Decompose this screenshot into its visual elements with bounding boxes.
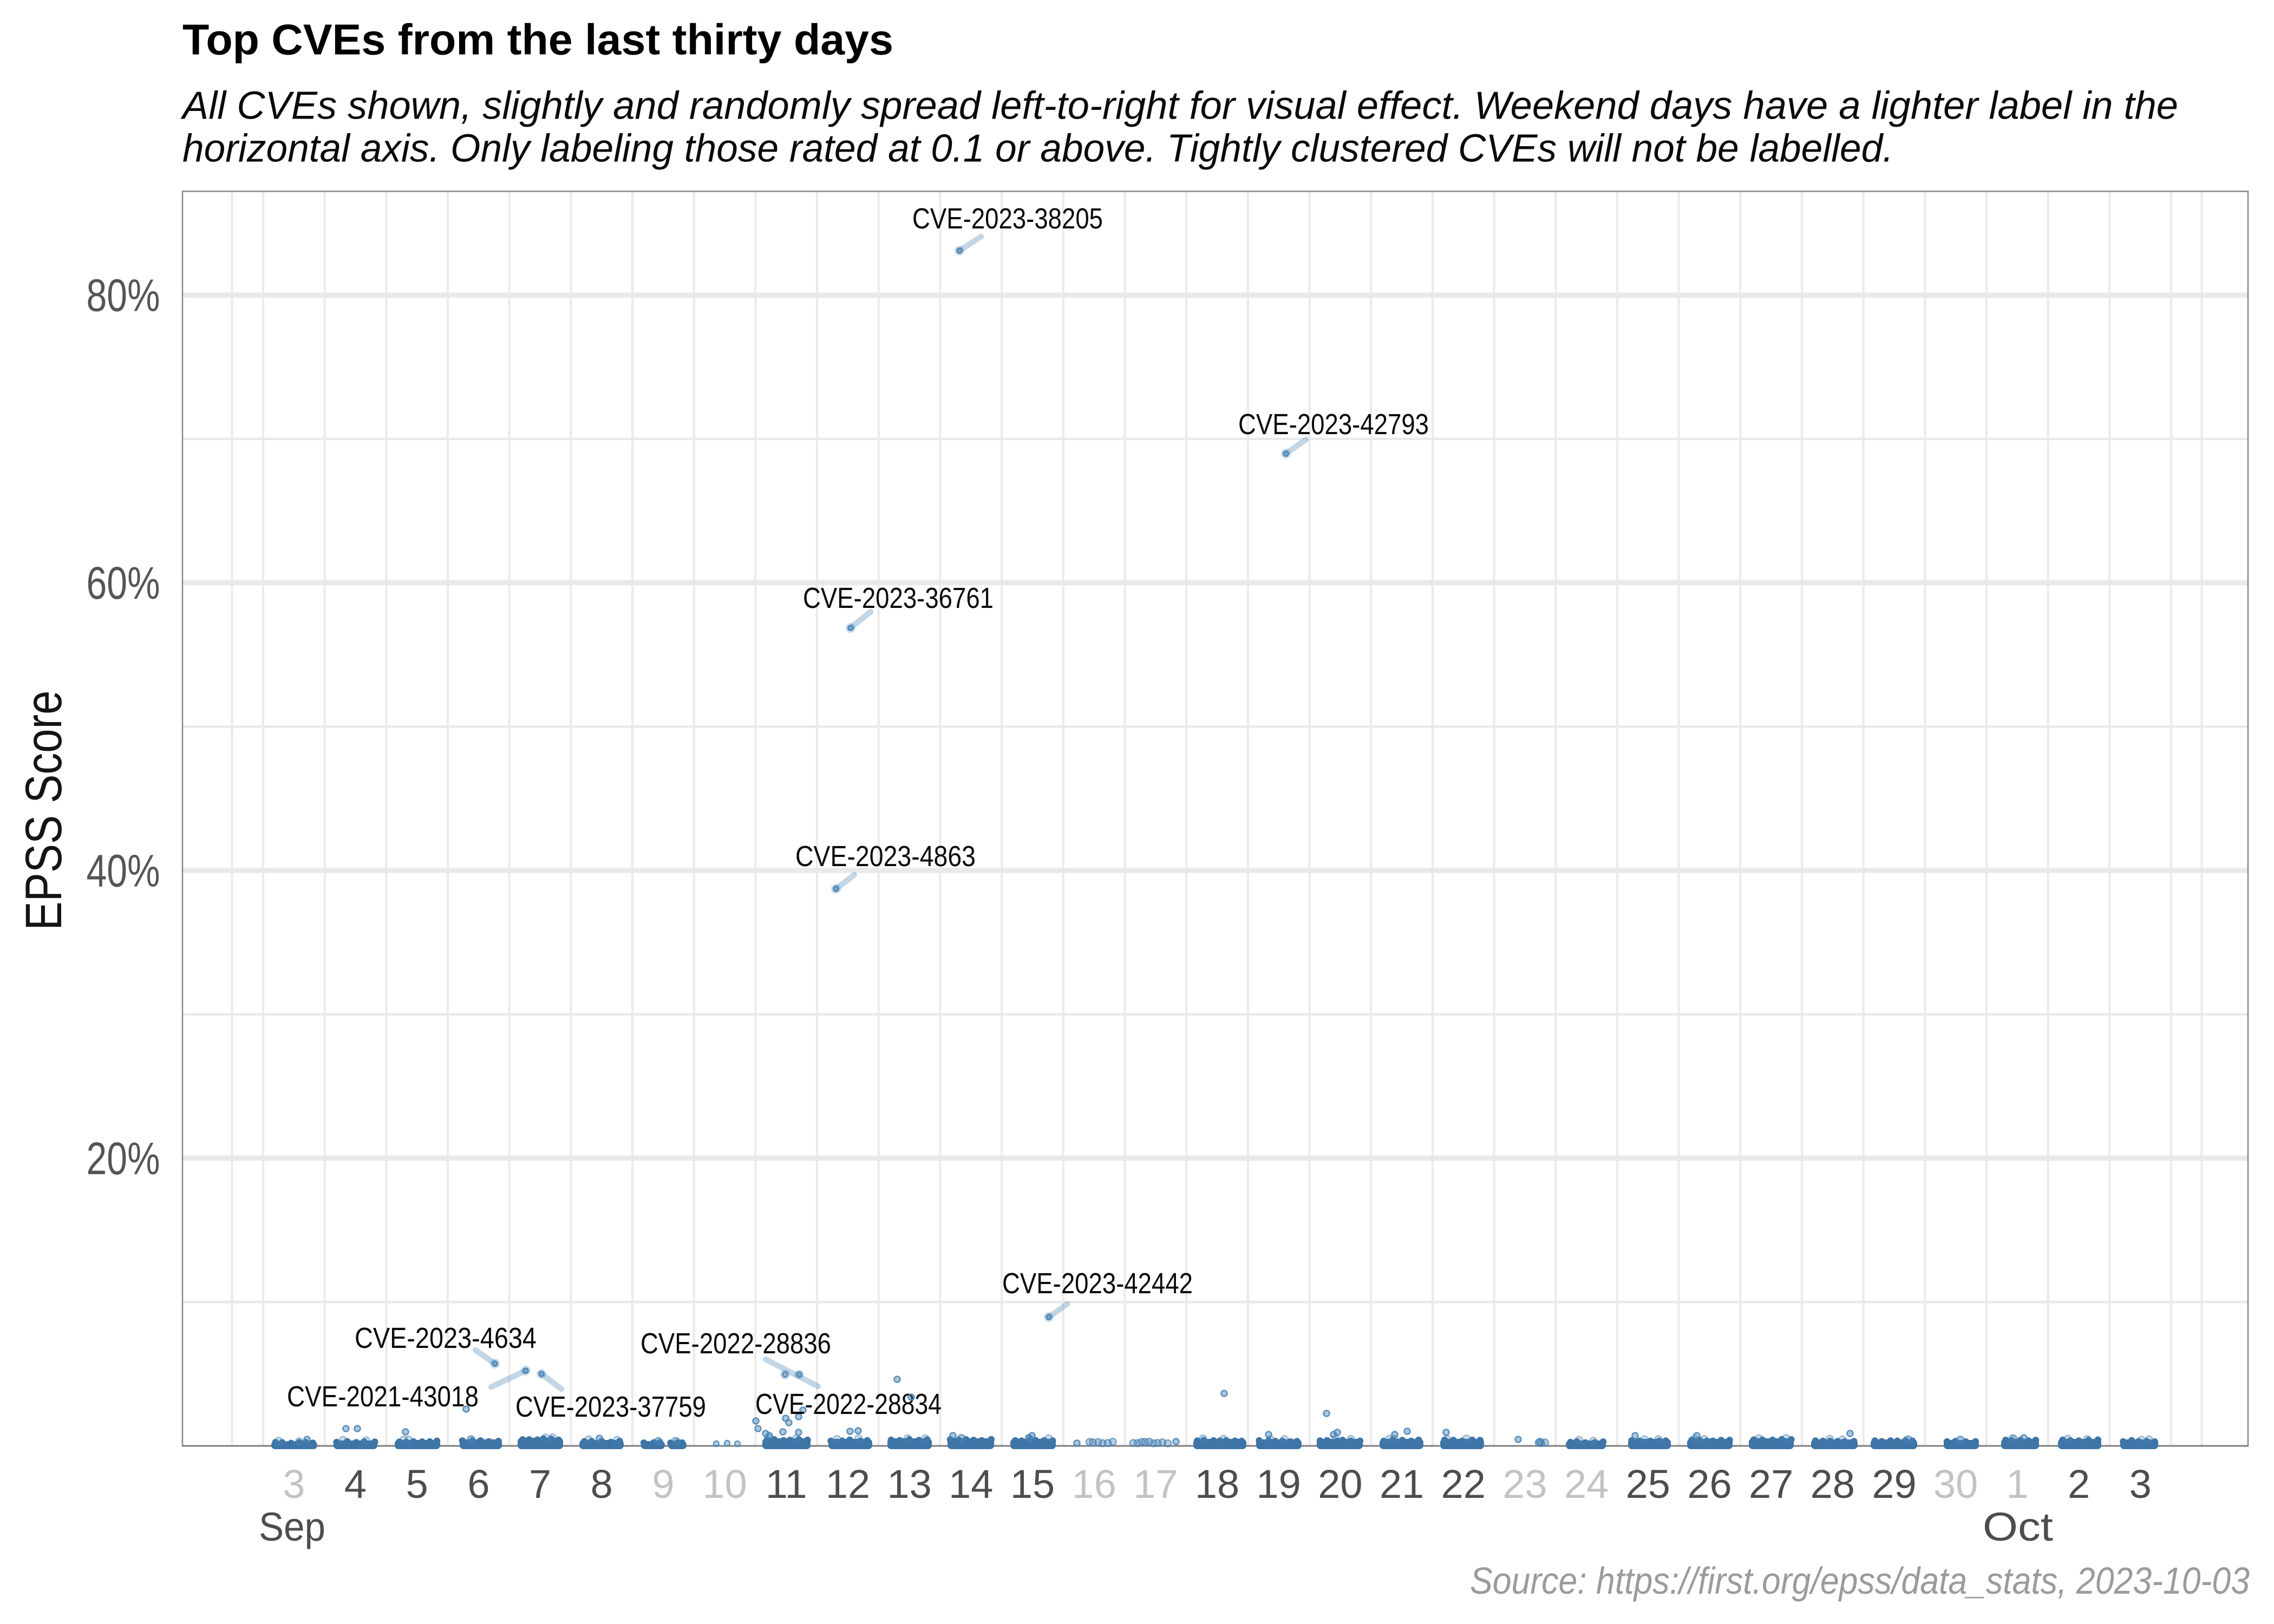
svg-text:20: 20 [1318,1462,1362,1507]
svg-text:24: 24 [1564,1462,1609,1507]
svg-text:5: 5 [406,1462,428,1507]
svg-text:11: 11 [766,1462,807,1507]
svg-text:CVE-2023-38205: CVE-2023-38205 [912,202,1103,235]
svg-text:7: 7 [529,1462,551,1507]
svg-text:13: 13 [887,1462,931,1507]
svg-text:4: 4 [344,1462,367,1507]
svg-text:CVE-2023-4634: CVE-2023-4634 [355,1322,537,1354]
svg-text:21: 21 [1380,1462,1424,1507]
svg-text:1: 1 [2006,1462,2028,1507]
svg-text:17: 17 [1133,1462,1178,1507]
svg-text:14: 14 [949,1462,993,1507]
svg-text:Oct: Oct [1983,1504,2053,1549]
svg-text:CVE-2023-36761: CVE-2023-36761 [803,582,994,614]
svg-text:16: 16 [1072,1462,1116,1507]
svg-text:25: 25 [1626,1462,1670,1507]
svg-text:27: 27 [1749,1462,1793,1507]
svg-text:15: 15 [1010,1462,1055,1507]
svg-text:2: 2 [2068,1462,2090,1507]
svg-text:CVE-2023-42442: CVE-2023-42442 [1002,1267,1193,1300]
svg-text:horizontal axis. Only labeling: horizontal axis. Only labeling those rat… [182,127,1893,171]
svg-text:Source: https://first.org/epss: Source: https://first.org/epss/data_stat… [1470,1560,2250,1602]
svg-text:Sep: Sep [259,1504,325,1549]
svg-text:9: 9 [652,1462,674,1507]
svg-text:3: 3 [2129,1462,2152,1507]
svg-text:CVE-2022-28834: CVE-2022-28834 [755,1388,942,1420]
svg-text:CVE-2023-37759: CVE-2023-37759 [515,1391,706,1423]
svg-text:30: 30 [1933,1462,1978,1507]
svg-text:26: 26 [1687,1462,1731,1507]
svg-text:19: 19 [1257,1462,1301,1507]
svg-text:EPSS Score: EPSS Score [15,691,73,931]
svg-text:CVE-2023-42793: CVE-2023-42793 [1238,408,1429,441]
svg-text:Top CVEs from the last thirty: Top CVEs from the last thirty days [182,16,893,64]
svg-text:8: 8 [591,1462,613,1507]
svg-text:28: 28 [1811,1462,1855,1507]
svg-text:40%: 40% [87,846,160,896]
svg-text:10: 10 [702,1462,747,1507]
svg-text:60%: 60% [87,558,160,608]
svg-text:6: 6 [467,1462,489,1507]
svg-text:23: 23 [1502,1462,1547,1507]
svg-text:CVE-2021-43018: CVE-2021-43018 [287,1380,479,1413]
svg-text:All CVEs shown, slightly and r: All CVEs shown, slightly and randomly sp… [180,84,2178,128]
svg-text:3: 3 [283,1462,305,1507]
svg-text:CVE-2022-28836: CVE-2022-28836 [641,1327,831,1360]
svg-text:29: 29 [1872,1462,1916,1507]
svg-text:18: 18 [1195,1462,1239,1507]
svg-text:CVE-2023-4863: CVE-2023-4863 [795,840,976,873]
svg-text:22: 22 [1441,1462,1486,1507]
svg-text:20%: 20% [87,1133,160,1184]
svg-text:12: 12 [826,1462,870,1507]
svg-text:80%: 80% [87,270,160,321]
